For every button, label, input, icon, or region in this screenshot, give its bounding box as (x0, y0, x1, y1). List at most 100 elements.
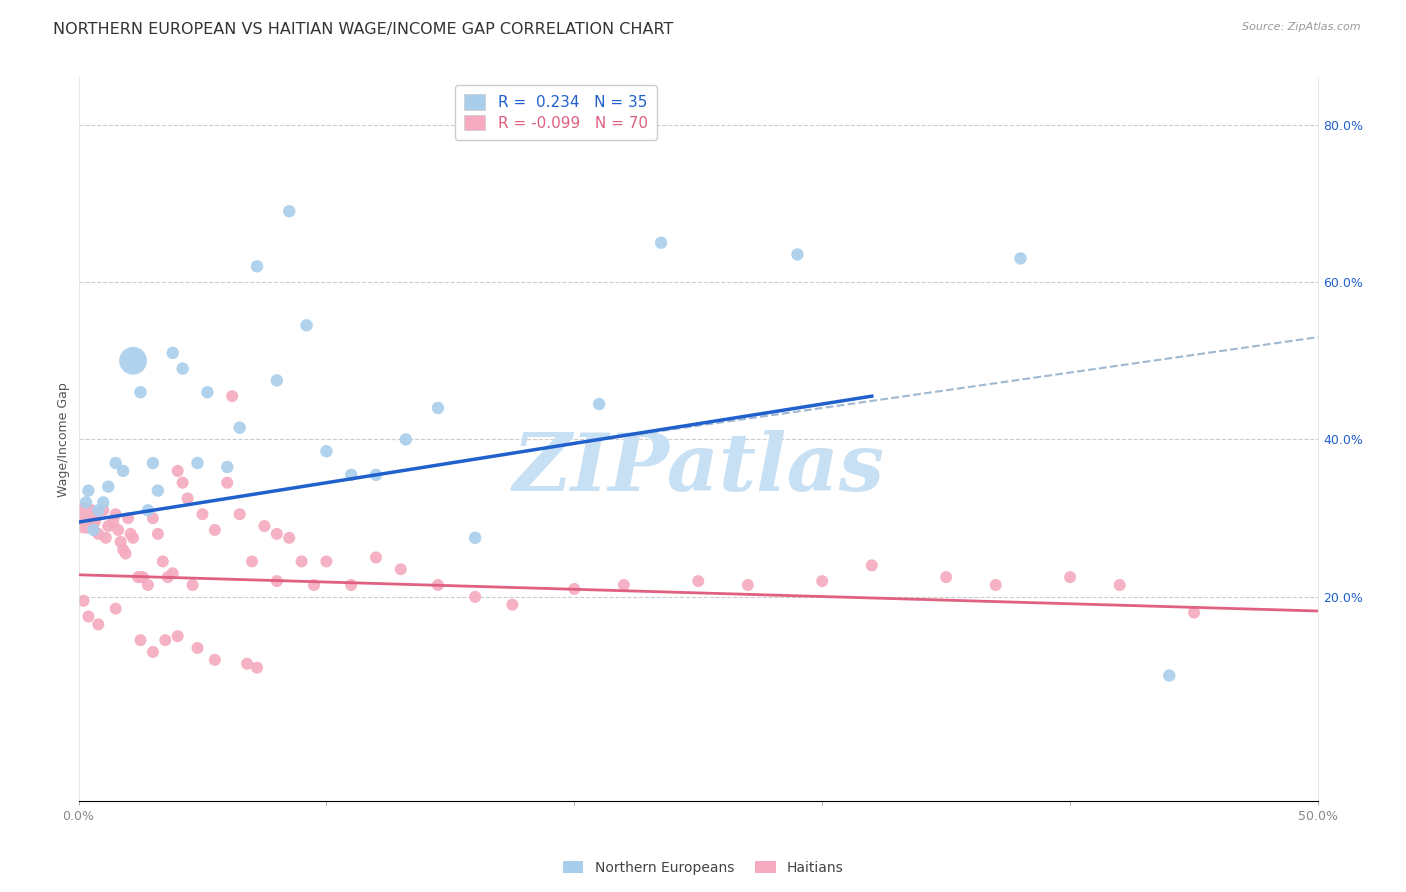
Point (107, 523, 129, 537)
Point (389, 562, 412, 576)
Point (204, 653, 226, 667)
Point (1182, 606, 1205, 620)
Text: Source: ZipAtlas.com: Source: ZipAtlas.com (1243, 22, 1361, 32)
Point (650, 235, 672, 250)
Point (162, 566, 184, 581)
Point (103, 515, 125, 529)
Text: NORTHERN EUROPEAN VS HAITIAN WAGE/INCOME GAP CORRELATION CHART: NORTHERN EUROPEAN VS HAITIAN WAGE/INCOME… (53, 22, 673, 37)
Point (87, 527, 110, 541)
Point (142, 511, 165, 525)
Point (110, 534, 132, 549)
Point (1010, 252, 1032, 266)
Point (104, 507, 127, 521)
Point (811, 574, 834, 588)
Legend: Northern Europeans, Haitians: Northern Europeans, Haitians (557, 855, 849, 880)
Point (166, 464, 188, 478)
Point (155, 633, 177, 648)
Point (176, 491, 198, 506)
Point (315, 444, 337, 458)
Point (146, 483, 169, 498)
Point (172, 475, 194, 490)
Point (427, 401, 450, 415)
Point (688, 574, 710, 588)
Point (197, 385, 219, 400)
Point (129, 633, 152, 648)
Point (117, 511, 139, 525)
Point (97, 480, 120, 494)
Point (228, 507, 250, 521)
Point (87, 617, 110, 632)
Point (538, 444, 561, 458)
Point (427, 578, 450, 592)
Point (129, 570, 152, 584)
Point (246, 661, 269, 675)
Point (236, 657, 259, 671)
Point (136, 578, 159, 592)
Point (253, 519, 276, 533)
Point (315, 554, 337, 568)
Y-axis label: Wage/Income Gap: Wage/Income Gap (58, 382, 70, 497)
Point (295, 318, 318, 333)
Point (87, 503, 110, 517)
Point (501, 598, 523, 612)
Point (112, 542, 135, 557)
Point (91, 503, 114, 517)
Point (181, 578, 204, 592)
Point (122, 531, 145, 545)
Point (340, 467, 363, 482)
Point (166, 629, 188, 643)
Text: ZIPatlas: ZIPatlas (512, 430, 884, 508)
Point (266, 574, 288, 588)
Point (122, 353, 145, 368)
Point (142, 645, 165, 659)
Point (127, 570, 149, 584)
Point (162, 346, 184, 360)
Point (278, 204, 301, 219)
Point (217, 475, 239, 490)
Point (186, 640, 208, 655)
Point (72, 594, 94, 608)
Point (464, 531, 486, 545)
Point (112, 464, 135, 478)
Point (464, 590, 486, 604)
Point (104, 601, 127, 615)
Point (266, 373, 288, 387)
Point (156, 570, 179, 584)
Point (613, 578, 636, 592)
Point (191, 507, 214, 521)
Point (82, 523, 104, 537)
Point (266, 527, 288, 541)
Point (228, 420, 250, 434)
Point (364, 550, 387, 565)
Point (97, 519, 120, 533)
Point (217, 460, 239, 475)
Point (77, 609, 100, 624)
Point (278, 531, 301, 545)
Point (302, 578, 325, 592)
Point (82, 515, 104, 529)
Point (240, 554, 263, 568)
Point (395, 433, 418, 447)
Point (142, 456, 165, 470)
Point (340, 578, 363, 592)
Point (77, 483, 100, 498)
Point (737, 578, 759, 592)
Point (291, 554, 314, 568)
Point (75, 495, 97, 509)
Point (221, 389, 243, 403)
Point (786, 247, 808, 261)
Point (172, 361, 194, 376)
Point (146, 527, 169, 541)
Point (75, 511, 97, 525)
Point (132, 570, 155, 584)
Point (364, 467, 387, 482)
Point (152, 554, 174, 568)
Point (246, 260, 269, 274)
Point (114, 547, 136, 561)
Point (120, 527, 142, 541)
Point (588, 397, 610, 411)
Point (136, 503, 159, 517)
Point (562, 582, 585, 596)
Legend: R =  0.234   N = 35, R = -0.099   N = 70: R = 0.234 N = 35, R = -0.099 N = 70 (454, 85, 657, 140)
Point (204, 523, 226, 537)
